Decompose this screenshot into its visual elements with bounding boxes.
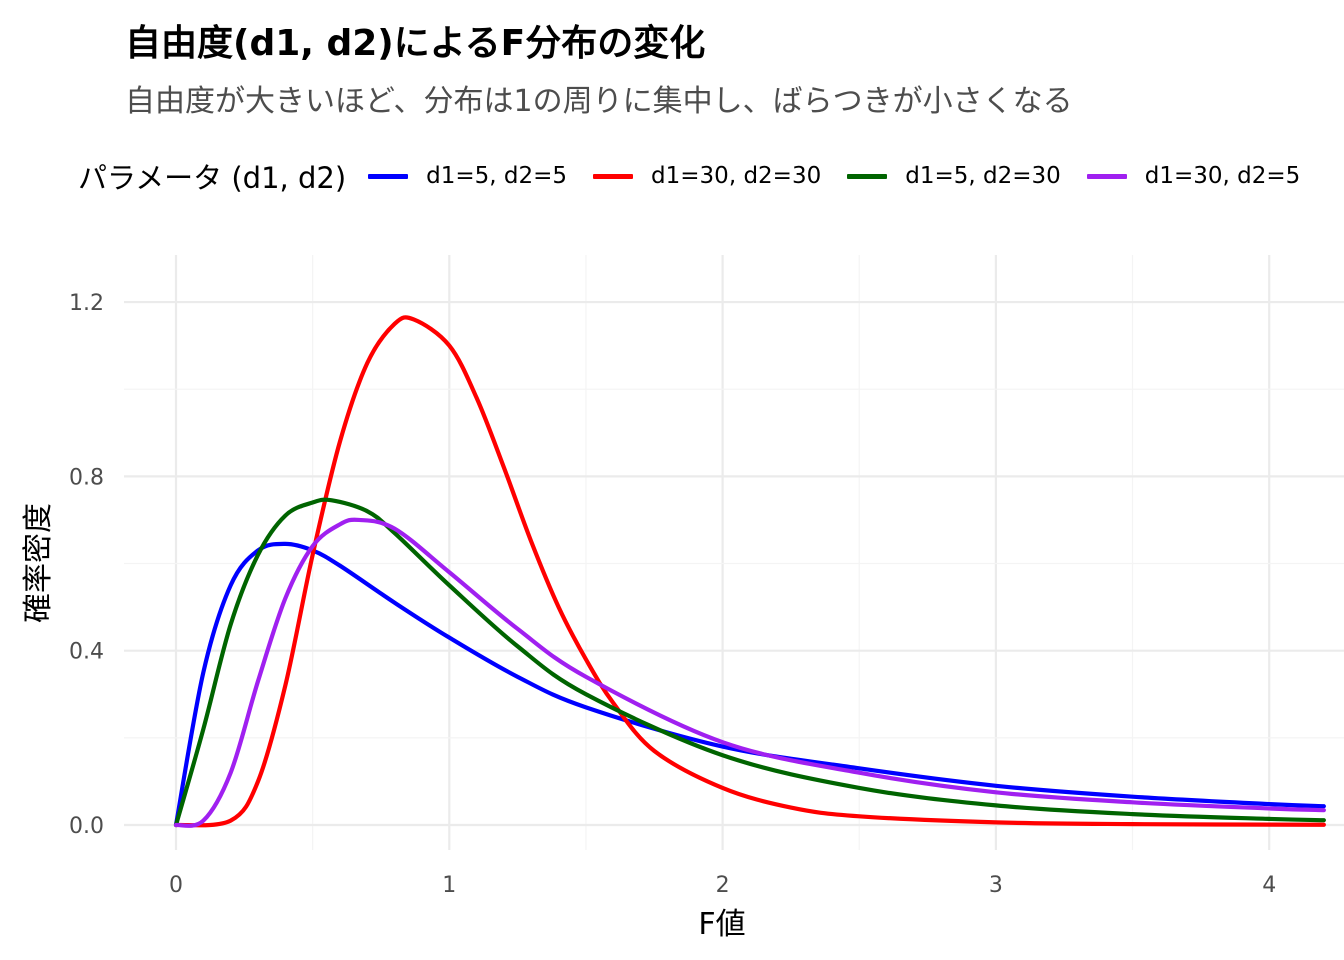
legend-item-4: d1=30, d2=5 xyxy=(1086,163,1301,189)
chart-title: 自由度(d1, d2)によるF分布の変化 xyxy=(125,23,706,64)
legend-label-3: d1=5, d2=30 xyxy=(905,163,1061,189)
legend-label-1: d1=5, d2=5 xyxy=(426,163,568,189)
legend-key-2 xyxy=(593,173,634,179)
legend-item-1: d1=5, d2=5 xyxy=(368,163,567,189)
series-line-1 xyxy=(173,541,1326,828)
x-axis-title: F値 xyxy=(698,907,745,942)
legend-item-3: d1=5, d2=30 xyxy=(847,163,1061,189)
series-line-4 xyxy=(173,517,1326,828)
legend-title: パラメータ (d1, d2) xyxy=(78,161,347,195)
y-tick-label: 0.4 xyxy=(69,640,104,665)
x-tick-label: 1 xyxy=(442,873,456,898)
series-line-3 xyxy=(173,497,1326,828)
y-tick-label: 0.0 xyxy=(69,814,104,839)
series-lines xyxy=(173,315,1326,828)
legend-item-2: d1=30, d2=30 xyxy=(593,163,821,189)
x-tick-label: 2 xyxy=(716,873,730,898)
series-line-2 xyxy=(173,315,1326,828)
legend-key-4 xyxy=(1086,173,1127,179)
legend: パラメータ (d1, d2) d1=5, d2=5 d1=30, d2=30 d… xyxy=(78,156,1344,196)
x-tick-label: 4 xyxy=(1262,873,1276,898)
tick-labels: 0 1 2 3 4 0.0 0.4 0.8 1.2 xyxy=(69,291,1276,898)
x-tick-label: 3 xyxy=(989,873,1003,898)
y-tick-label: 0.8 xyxy=(69,465,104,490)
y-axis-title: 確率密度 xyxy=(21,503,56,623)
legend-key-1 xyxy=(368,173,409,179)
y-tick-label: 1.2 xyxy=(69,291,104,316)
legend-label-2: d1=30, d2=30 xyxy=(651,163,822,189)
x-tick-label: 0 xyxy=(169,873,183,898)
legend-label-4: d1=30, d2=5 xyxy=(1144,163,1301,189)
chart-subtitle: 自由度が大きいほど、分布は1の周りに集中し、ばらつきが小さくなる xyxy=(125,84,1073,119)
legend-key-3 xyxy=(847,173,888,179)
